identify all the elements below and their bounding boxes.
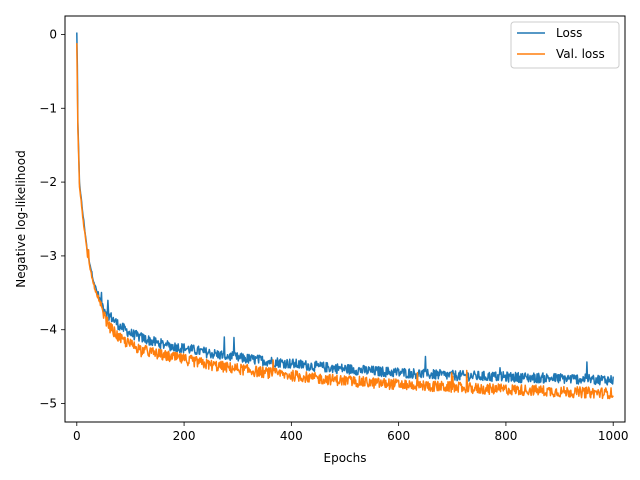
y-tick-label: −3 — [39, 249, 57, 263]
legend-label-loss: Loss — [556, 26, 582, 40]
y-tick-label: −2 — [39, 175, 57, 189]
y-tick-label: −4 — [39, 323, 57, 337]
y-axis: 0 −1 −2 −3 −4 −5 — [39, 27, 65, 411]
plot-lines — [76, 32, 614, 400]
legend: Loss Val. loss — [510, 21, 620, 69]
y-axis-label: Negative log-likelihood — [14, 150, 28, 287]
series-line-val-loss — [76, 43, 614, 400]
legend-label-val-loss: Val. loss — [556, 47, 605, 61]
y-tick-label: 0 — [49, 27, 57, 41]
y-tick-label: −1 — [39, 101, 57, 115]
x-tick-label: 800 — [494, 429, 517, 443]
x-tick-label: 0 — [73, 429, 81, 443]
y-tick-label: −5 — [39, 397, 57, 411]
x-tick-label: 600 — [387, 429, 410, 443]
plot-frame — [64, 15, 626, 423]
x-tick-label: 400 — [280, 429, 303, 443]
x-tick-label: 1000 — [598, 429, 629, 443]
series-line-loss — [76, 32, 614, 386]
x-axis: 0 200 400 600 800 1000 — [73, 422, 628, 443]
x-axis-label: Epochs — [324, 451, 367, 465]
x-tick-label: 200 — [173, 429, 196, 443]
